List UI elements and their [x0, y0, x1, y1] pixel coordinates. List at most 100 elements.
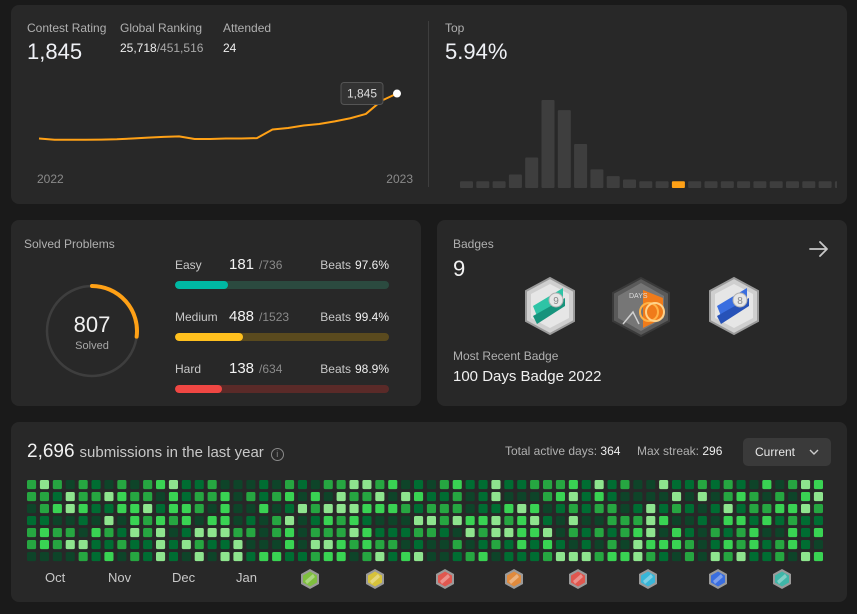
heatmap-cell — [414, 516, 424, 526]
rating-tooltip: 1,845 — [340, 82, 384, 106]
rating-distribution-chart[interactable] — [445, 75, 837, 190]
heatmap-cell — [220, 516, 230, 526]
heatmap-cell — [568, 552, 578, 562]
heatmap-cell — [736, 552, 746, 562]
heatmap-cell — [52, 492, 62, 502]
active-days-stat: Total active days: 364 — [505, 444, 620, 458]
heatmap-cell — [491, 528, 501, 538]
heatmap-cell — [78, 540, 88, 550]
distribution-bar — [476, 181, 490, 188]
heatmap-cell — [272, 528, 282, 538]
heatmap-cell — [130, 480, 140, 490]
heatmap-cell — [156, 516, 166, 526]
heatmap-cell — [388, 528, 398, 538]
heatmap-cell — [401, 528, 411, 538]
heatmap-cell — [684, 552, 694, 562]
heatmap-cell — [401, 540, 411, 550]
heatmap-cell — [762, 552, 772, 562]
heatmap-cell — [39, 552, 49, 562]
heatmap-cell — [684, 516, 694, 526]
blue-badge-icon[interactable]: 8 — [707, 276, 761, 336]
progress-bar-fill — [175, 281, 228, 289]
heatmap-cell — [801, 492, 811, 502]
heatmap-cell — [130, 516, 140, 526]
heatmap-cell — [659, 480, 669, 490]
heatmap-cell — [156, 528, 166, 538]
heatmap-cell — [594, 540, 604, 550]
heatmap-cell — [813, 528, 823, 538]
arrow-right-icon[interactable] — [807, 237, 831, 261]
rating-line-chart[interactable]: 1,845 2022 2023 — [35, 81, 415, 191]
submission-heatmap[interactable] — [27, 480, 835, 564]
monthly-badge-icon[interactable] — [503, 568, 525, 590]
monthly-badge-icon[interactable] — [567, 568, 589, 590]
heatmap-cell — [465, 552, 475, 562]
heatmap-cell — [710, 516, 720, 526]
heatmap-cell — [233, 504, 243, 514]
heatmap-cell — [323, 516, 333, 526]
heatmap-cell — [491, 480, 501, 490]
heatmap-cell — [697, 552, 707, 562]
heatmap-cell — [465, 504, 475, 514]
heatmap-cell — [646, 480, 656, 490]
contest-rating-card: Contest Rating 1,845 Global Ranking 25,7… — [11, 5, 847, 204]
heatmap-cell — [697, 516, 707, 526]
heatmap-cell — [220, 528, 230, 538]
heatmap-cell — [168, 504, 178, 514]
heatmap-cell — [465, 528, 475, 538]
heatmap-cell — [684, 540, 694, 550]
medium-progress-bar — [175, 333, 389, 341]
heatmap-cell — [297, 492, 307, 502]
solved-progress-ring[interactable] — [44, 283, 140, 379]
attended-label: Attended — [223, 21, 272, 35]
100-days-badge-icon[interactable]: DAYS — [609, 276, 673, 338]
heatmap-cell — [168, 528, 178, 538]
max-streak-label: Max streak: — [637, 444, 700, 458]
heatmap-cell — [310, 480, 320, 490]
heatmap-cell — [297, 516, 307, 526]
submissions-text: submissions in the last year — [79, 444, 264, 461]
heatmap-cell — [78, 516, 88, 526]
heatmap-cell — [39, 504, 49, 514]
heatmap-cell — [388, 552, 398, 562]
heatmap-cell — [104, 480, 114, 490]
heatmap-cell — [710, 480, 720, 490]
heatmap-cell — [401, 552, 411, 562]
heatmap-cell — [736, 504, 746, 514]
heatmap-cell — [504, 480, 514, 490]
heatmap-cell — [285, 528, 295, 538]
range-select[interactable]: Current — [743, 438, 831, 466]
medium-count: 488 — [229, 308, 255, 325]
heatmap-cell — [646, 504, 656, 514]
heatmap-cell — [362, 480, 372, 490]
heatmap-cell — [465, 516, 475, 526]
monthly-badge-icon[interactable] — [364, 568, 386, 590]
heatmap-cell — [568, 492, 578, 502]
monthly-badge-icon[interactable] — [434, 568, 456, 590]
heatmap-cell — [736, 480, 746, 490]
progress-bar-fill — [175, 385, 222, 393]
heatmap-cell — [736, 528, 746, 538]
heatmap-cell — [646, 528, 656, 538]
heatmap-cell — [52, 540, 62, 550]
info-icon[interactable]: i — [270, 448, 284, 461]
heatmap-cell — [620, 528, 630, 538]
global-ranking-label: Global Ranking — [120, 21, 203, 35]
heatmap-cell — [426, 552, 436, 562]
monthly-badge-icon[interactable] — [707, 568, 729, 590]
teal-badge-icon[interactable]: 9 — [523, 276, 577, 336]
distribution-bar — [737, 181, 751, 188]
heatmap-cell — [233, 540, 243, 550]
heatmap-cell — [439, 480, 449, 490]
heatmap-cell — [272, 552, 282, 562]
hard-beats-label: Beats — [320, 362, 351, 376]
monthly-badge-icon[interactable] — [637, 568, 659, 590]
monthly-badge-icon[interactable] — [771, 568, 793, 590]
heatmap-cell — [39, 516, 49, 526]
heatmap-cell — [375, 504, 385, 514]
heatmap-cell — [272, 480, 282, 490]
heatmap-cell — [659, 540, 669, 550]
monthly-badge-icon[interactable] — [299, 568, 321, 590]
heatmap-cell — [156, 480, 166, 490]
heatmap-cell — [813, 480, 823, 490]
